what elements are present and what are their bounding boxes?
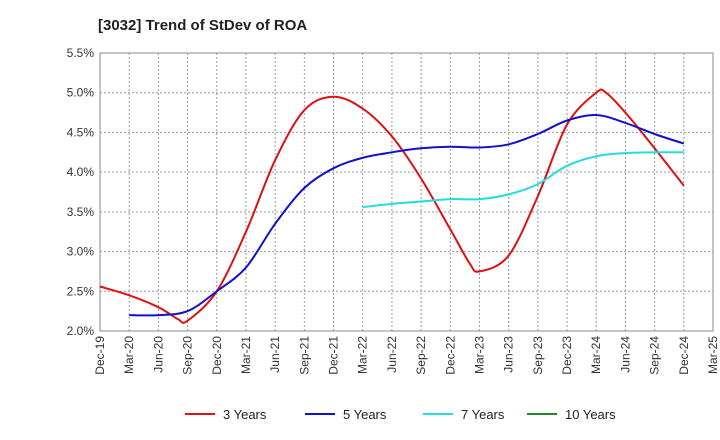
legend-label-7-years: 7 Years (461, 407, 505, 422)
y-tick-label: 2.5% (67, 284, 95, 298)
x-tick-label: Jun-23 (502, 336, 516, 373)
x-tick-label: Jun-24 (618, 336, 632, 373)
x-tick-label: Jun-22 (385, 336, 399, 373)
x-tick-label: Mar-23 (472, 336, 486, 374)
series-line-7-years (362, 151, 684, 209)
legend-label-5-years: 5 Years (343, 407, 387, 422)
legend-label-3-years: 3 Years (223, 407, 267, 422)
x-tick-label: Dec-21 (327, 336, 341, 375)
x-tick-label: Mar-24 (589, 336, 603, 374)
x-tick-label: Dec-24 (677, 336, 691, 375)
y-tick-label: 3.5% (67, 205, 95, 219)
y-tick-label: 3.0% (67, 245, 95, 259)
y-tick-label: 4.5% (67, 125, 95, 139)
x-tick-label: Jun-21 (268, 336, 282, 373)
legend-label-10-years: 10 Years (565, 407, 616, 422)
series-line-5-years (129, 113, 685, 317)
x-tick-label: Sep-21 (297, 336, 311, 375)
legend: 3 Years 5 Years 7 Years 10 Years (185, 407, 616, 422)
x-tick-label: Jun-20 (151, 336, 165, 373)
x-tick-label: Sep-23 (531, 336, 545, 375)
x-tick-label: Mar-25 (706, 336, 720, 374)
x-tick-label: Mar-21 (239, 336, 253, 374)
y-tick-label: 5.5% (67, 46, 95, 60)
y-axis: 2.0% 2.5% 3.0% 3.5% 4.0% 4.5% 5.0% 5.5% (67, 46, 95, 338)
y-tick-label: 4.0% (67, 165, 95, 179)
y-tick-label: 2.0% (67, 324, 95, 338)
x-tick-label: Dec-22 (443, 336, 457, 375)
x-tick-label: Dec-20 (210, 336, 224, 375)
y-tick-label: 5.0% (67, 86, 95, 100)
plot-area (99, 52, 714, 332)
x-tick-label: Mar-20 (122, 336, 136, 374)
x-tick-label: Dec-19 (93, 336, 107, 375)
x-tick-label: Mar-22 (356, 336, 370, 374)
x-tick-label: Sep-24 (648, 336, 662, 375)
series-line-3-years (99, 88, 685, 324)
x-tick-label: Dec-23 (560, 336, 574, 375)
x-tick-label: Sep-22 (414, 336, 428, 375)
x-axis: Dec-19 Mar-20 Jun-20 Sep-20 Dec-20 Mar-21 Jun-… (93, 336, 720, 375)
x-tick-label: Sep-20 (181, 336, 195, 375)
chart-title: [3032] Trend of StDev of ROA (98, 17, 307, 34)
series-lines (99, 88, 685, 324)
